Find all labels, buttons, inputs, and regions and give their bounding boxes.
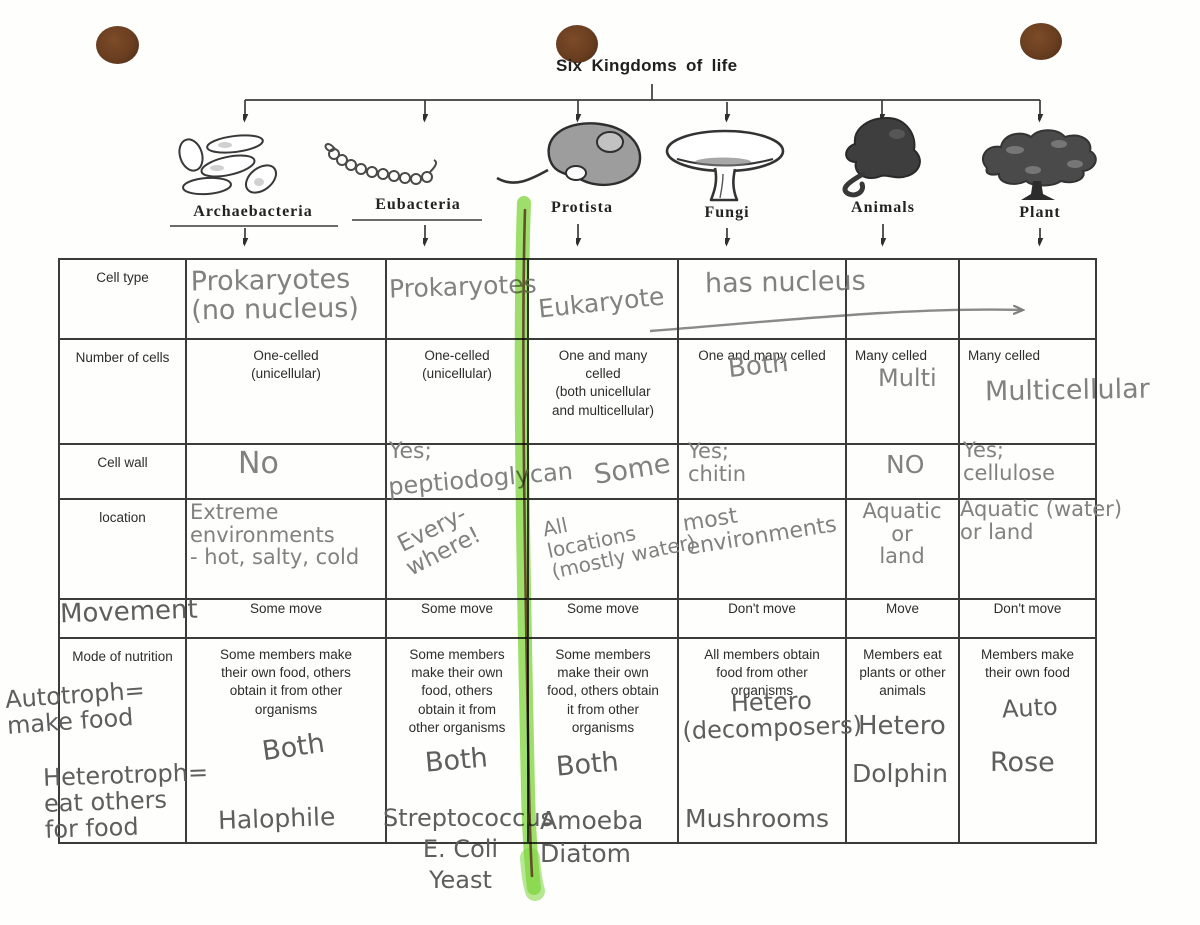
table-row: Cell wall bbox=[58, 443, 1097, 500]
archaebacteria-ovals-icon bbox=[178, 134, 278, 196]
plant-tree-icon bbox=[982, 129, 1097, 200]
printed-cells-plant: Many celled bbox=[968, 348, 1041, 363]
row-label-number-of-cells: Number of cells bbox=[75, 350, 170, 365]
kingdom-label-protista: Protista bbox=[551, 199, 613, 216]
binder-hole-left bbox=[96, 26, 139, 64]
animals-monkey-icon bbox=[842, 116, 921, 198]
table-row: Number of cells One-celled (unicellular)… bbox=[58, 338, 1097, 445]
printed-nutrition-animals: Members eat plants or other animals bbox=[859, 647, 946, 699]
page-title: Six Kingdoms of life bbox=[556, 56, 738, 75]
printed-movement-plant: Don't move bbox=[993, 601, 1062, 616]
table-row: Mode of nutrition Some members make thei… bbox=[58, 637, 1097, 844]
printed-nutrition-plant: Members make their own food bbox=[980, 647, 1075, 681]
printed-cells-fungi: One and many celled bbox=[698, 348, 826, 363]
kingdom-label-animals: Animals bbox=[851, 199, 915, 216]
printed-nutrition-eubacteria: Some members make their own food, others… bbox=[408, 647, 506, 735]
printed-cells-eubacteria: One-celled (unicellular) bbox=[422, 348, 492, 382]
kingdoms-table: Cell type Number of cells One-celled (un… bbox=[58, 258, 1097, 844]
kingdom-label-plant: Plant bbox=[1019, 204, 1061, 221]
table-row: Some move Some move Some move Don't move… bbox=[58, 598, 1097, 639]
printed-nutrition-fungi: All members obtain food from other organ… bbox=[704, 647, 820, 699]
eubacteria-spiral-icon bbox=[324, 143, 438, 185]
printed-nutrition-protista: Some members make their own food, others… bbox=[547, 647, 659, 735]
binder-hole-center bbox=[556, 25, 598, 63]
printed-cells-protista: One and many celled (both unicellular an… bbox=[551, 348, 655, 418]
printed-movement-fungi: Don't move bbox=[728, 601, 796, 616]
green-highlighter-blob bbox=[520, 848, 545, 901]
binder-hole-right bbox=[1020, 23, 1062, 60]
fungi-mushroom-icon bbox=[665, 129, 785, 202]
row-label-location: location bbox=[99, 510, 146, 525]
printed-nutrition-archaebacteria: Some members make their own food, others… bbox=[219, 647, 353, 717]
printed-movement-archaebacteria: Some move bbox=[249, 601, 323, 616]
printed-cells-animals: Many celled bbox=[855, 348, 928, 363]
table-row: location bbox=[58, 498, 1097, 600]
row-label-cell-type: Cell type bbox=[96, 270, 149, 285]
printed-cells-archaebacteria: One-celled (unicellular) bbox=[251, 348, 321, 382]
kingdom-label-fungi: Fungi bbox=[704, 204, 750, 221]
protista-amoeba-icon bbox=[496, 122, 642, 187]
kingdom-label-eubacteria: Eubacteria bbox=[375, 196, 461, 213]
table-row: Cell type bbox=[58, 258, 1097, 340]
printed-movement-animals: Move bbox=[885, 601, 919, 616]
row-label-mode-of-nutrition: Mode of nutrition bbox=[72, 649, 173, 664]
kingdom-label-archaebacteria: Archaebacteria bbox=[193, 203, 313, 220]
printed-movement-protista: Some move bbox=[566, 601, 640, 616]
printed-movement-eubacteria: Some move bbox=[420, 601, 494, 616]
row-label-cell-wall: Cell wall bbox=[97, 455, 148, 470]
